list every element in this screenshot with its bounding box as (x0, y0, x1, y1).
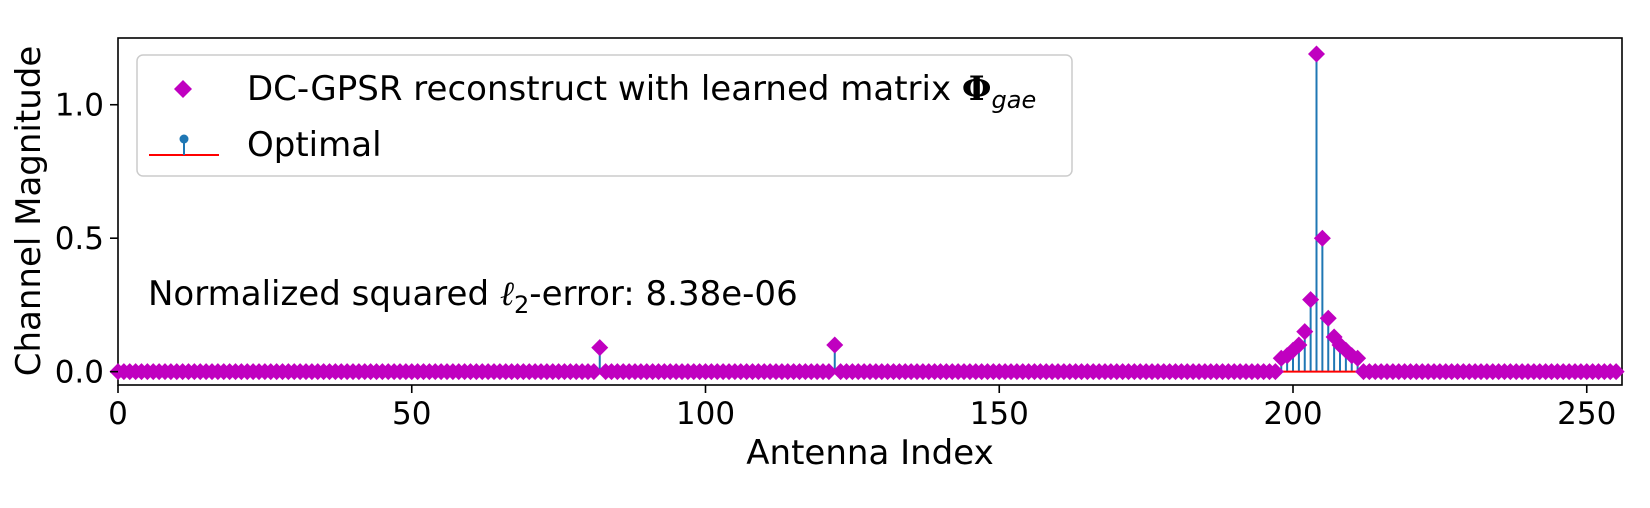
diamond-point (820, 363, 838, 381)
legend: DC-GPSR reconstruct with learned matrix … (136, 54, 1073, 177)
diamond-point (1349, 349, 1367, 367)
error-annotation: Normalized squared ℓ2-error: 8.38e-06 (148, 274, 798, 319)
y-axis-label: Channel Magnitude (9, 46, 49, 377)
diamond-markers (109, 45, 1625, 381)
diamond-point (1266, 363, 1284, 381)
annotation-sub: 2 (514, 291, 529, 319)
y-tick-label: 0.5 (55, 221, 104, 257)
x-axis-label: Antenna Index (746, 433, 993, 473)
y-tick-label: 1.0 (55, 88, 104, 124)
annotation-suffix: -error: 8.38e-06 (529, 274, 797, 314)
legend-reconstruct-text: DC-GPSR reconstruct with learned matrix (247, 69, 951, 109)
legend-diamond-icon (174, 80, 192, 98)
diamond-point (1290, 336, 1308, 354)
diamond-point (591, 339, 609, 357)
legend-phi-subscript: gae (992, 86, 1037, 114)
axis-ticks: 0 50 100 150 200 250 0.0 0.5 1.0 (55, 88, 1617, 432)
diamond-point (585, 363, 603, 381)
legend-box (136, 54, 1073, 177)
legend-entry-optimal: Optimal (247, 125, 382, 165)
x-tick-label: 200 (1263, 396, 1322, 432)
legend-phi-symbol: Φ (962, 69, 992, 109)
x-tick-label: 0 (108, 396, 128, 432)
plot-frame (117, 37, 1623, 386)
x-tick-label: 100 (676, 396, 735, 432)
legend-entry-reconstruct: DC-GPSR reconstruct with learned matrix … (247, 69, 1036, 114)
y-tick-label: 0.0 (55, 355, 104, 391)
legend-stem-dot-icon (179, 134, 189, 144)
annotation-prefix: Normalized squared (148, 274, 500, 314)
diamond-point (1607, 363, 1625, 381)
diamond-point (1296, 323, 1314, 341)
diamond-point (1302, 291, 1320, 309)
x-tick-label: 50 (392, 396, 431, 432)
annotation-ell: ℓ (500, 274, 514, 314)
x-tick-label: 250 (1557, 396, 1616, 432)
diamond-point (1313, 229, 1331, 247)
diamond-point (826, 336, 844, 354)
diamond-point (1308, 45, 1325, 63)
x-tick-label: 150 (970, 396, 1029, 432)
diamond-point (1319, 309, 1337, 327)
